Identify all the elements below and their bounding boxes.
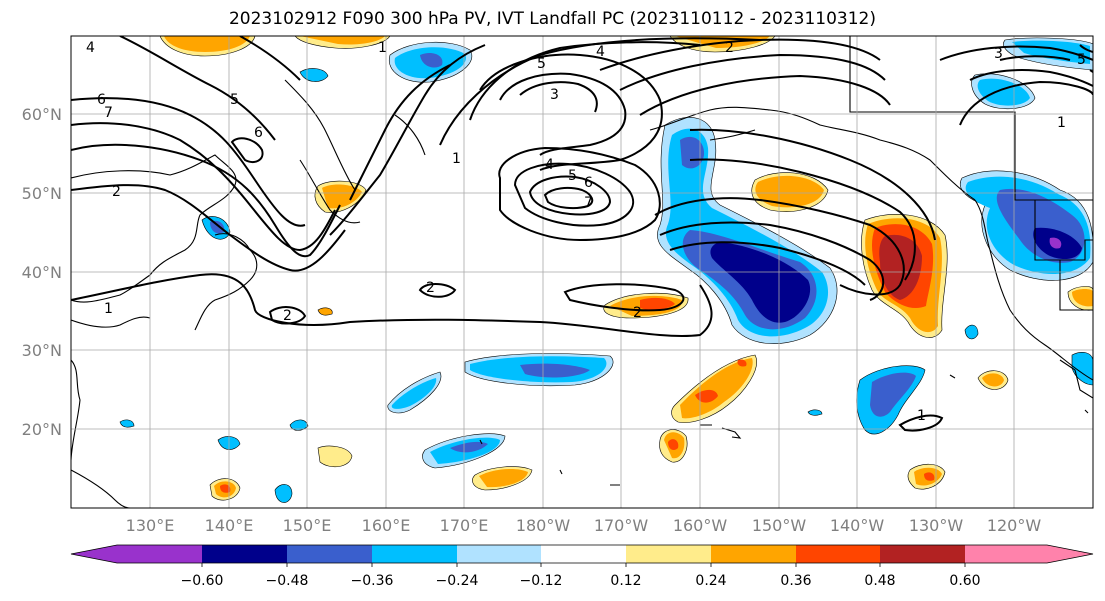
lat-label-30n: 30°N <box>22 341 62 360</box>
colorbar-tick-label: 0.60 <box>949 573 980 589</box>
lon-label: 130°E <box>126 516 175 535</box>
contour-label: 2 <box>725 40 734 56</box>
colorbar-tick-label: −0.60 <box>181 573 224 589</box>
lon-label: 170°W <box>594 516 649 535</box>
contour-label: 3 <box>994 46 1003 62</box>
colorbar-segment <box>711 545 796 563</box>
contour-label: 1 <box>378 40 387 56</box>
contour-label: 6 <box>254 125 263 141</box>
colorbar-tick-label: 0.36 <box>780 573 811 589</box>
colorbar-segment <box>287 545 372 563</box>
contour-label: 5 <box>1077 52 1086 68</box>
lon-label: 170°E <box>440 516 489 535</box>
colorbar-segment <box>457 545 541 563</box>
colorbar-extend-max <box>1047 545 1093 563</box>
colorbar-tick-label: −0.48 <box>266 573 309 589</box>
contour-label: 2 <box>112 184 121 200</box>
contour-label: 2 <box>283 308 292 324</box>
colorbar-extend-min <box>71 545 117 563</box>
colorbar-tick-label: −0.24 <box>436 573 479 589</box>
contour-label: 7 <box>584 195 593 211</box>
colorbar-segment <box>541 545 626 563</box>
contour-label: 7 <box>104 105 113 121</box>
contour-label: 3 <box>550 87 559 103</box>
contour-label: 2 <box>633 305 642 321</box>
contour-label: 1 <box>452 151 461 167</box>
colorbar-segment <box>965 545 1047 563</box>
lat-label-40n: 40°N <box>22 263 62 282</box>
contour-label: 1 <box>917 408 926 424</box>
lon-label: 120°W <box>987 516 1042 535</box>
map-title: 2023102912 F090 300 hPa PV, IVT Landfall… <box>228 9 876 29</box>
lon-label: 140°E <box>205 516 254 535</box>
contour-label: 2 <box>426 280 435 296</box>
colorbar: −0.60 −0.48 −0.36 −0.24 −0.12 0.12 0.24 … <box>70 544 1094 589</box>
contour-label: 5 <box>537 56 546 72</box>
contour-label: 4 <box>86 40 95 56</box>
lon-label: 140°W <box>830 516 885 535</box>
lon-label: 150°E <box>283 516 332 535</box>
contour-label: 4 <box>545 157 554 173</box>
contour-label: 5 <box>230 92 239 108</box>
coastlines <box>71 36 1093 508</box>
colorbar-segment <box>626 545 711 563</box>
map-border <box>70 35 1094 509</box>
contour-labels: 4 6 7 5 2 6 1 1 5 3 4 1 4 5 6 7 2 2 2 2 … <box>86 40 1086 424</box>
colorbar-segment <box>880 545 965 563</box>
longitude-labels: 130°E 140°E 150°E 160°E 170°E 180°W 170°… <box>126 516 1042 535</box>
contour-label: 4 <box>596 44 605 60</box>
contour-label: 1 <box>104 301 113 317</box>
lon-label: 150°W <box>752 516 807 535</box>
gridlines <box>71 36 1093 508</box>
contour-label: 1 <box>1057 115 1066 131</box>
latitude-labels: 60°N 50°N 40°N 30°N 20°N <box>22 105 62 439</box>
pv-contours <box>71 36 1093 432</box>
lat-label-50n: 50°N <box>22 184 62 203</box>
lon-label: 160°W <box>673 516 728 535</box>
colorbar-tick-label: −0.12 <box>520 573 563 589</box>
colorbar-tick-label: 0.12 <box>610 573 641 589</box>
colorbar-tick-label: 0.48 <box>864 573 895 589</box>
colorbar-outline <box>70 544 1094 564</box>
lon-label: 180°W <box>516 516 571 535</box>
colorbar-segment <box>117 545 202 563</box>
lat-label-20n: 20°N <box>22 420 62 439</box>
colorbar-segment <box>372 545 457 563</box>
colorbar-segment <box>202 545 287 563</box>
contour-label: 6 <box>97 92 106 108</box>
contour-label: 6 <box>584 175 593 191</box>
contour-label: 5 <box>568 168 577 184</box>
colorbar-tick-label: −0.36 <box>351 573 394 589</box>
lat-label-60n: 60°N <box>22 105 62 124</box>
lon-label: 160°E <box>362 516 411 535</box>
colorbar-tick-label: 0.24 <box>695 573 726 589</box>
lon-label: 130°W <box>909 516 964 535</box>
colorbar-segment <box>796 545 880 563</box>
